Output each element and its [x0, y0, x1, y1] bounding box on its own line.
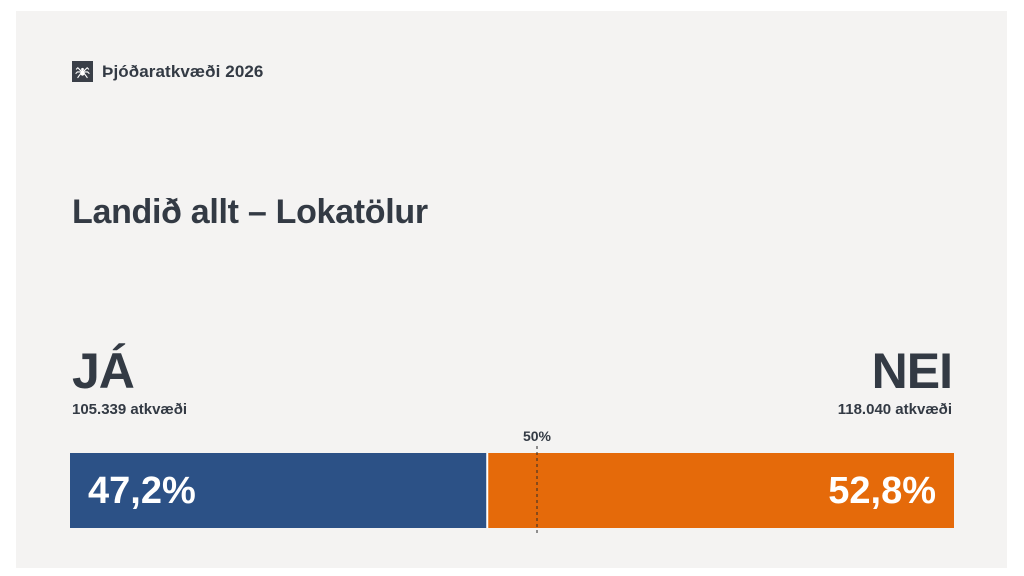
page-title: Landið allt – Lokatölur: [72, 193, 428, 231]
fifty-percent-label: 50%: [523, 428, 552, 444]
yes-vote-count: 105.339 atkvæði: [72, 401, 188, 418]
bar-label-yes: 47,2%: [88, 470, 196, 512]
bar-yes: [70, 453, 488, 528]
brand-header: Þjóðaratkvæði 2026: [72, 61, 264, 82]
bar-no: [487, 453, 954, 528]
bar-label-no: 52,8%: [828, 470, 936, 512]
yes-label: JÁ: [72, 343, 135, 399]
brand-title: Þjóðaratkvæði 2026: [102, 61, 264, 81]
no-vote-count: 118.040 atkvæði: [837, 401, 952, 418]
spider-icon: [72, 61, 93, 82]
no-label: NEI: [871, 343, 953, 399]
